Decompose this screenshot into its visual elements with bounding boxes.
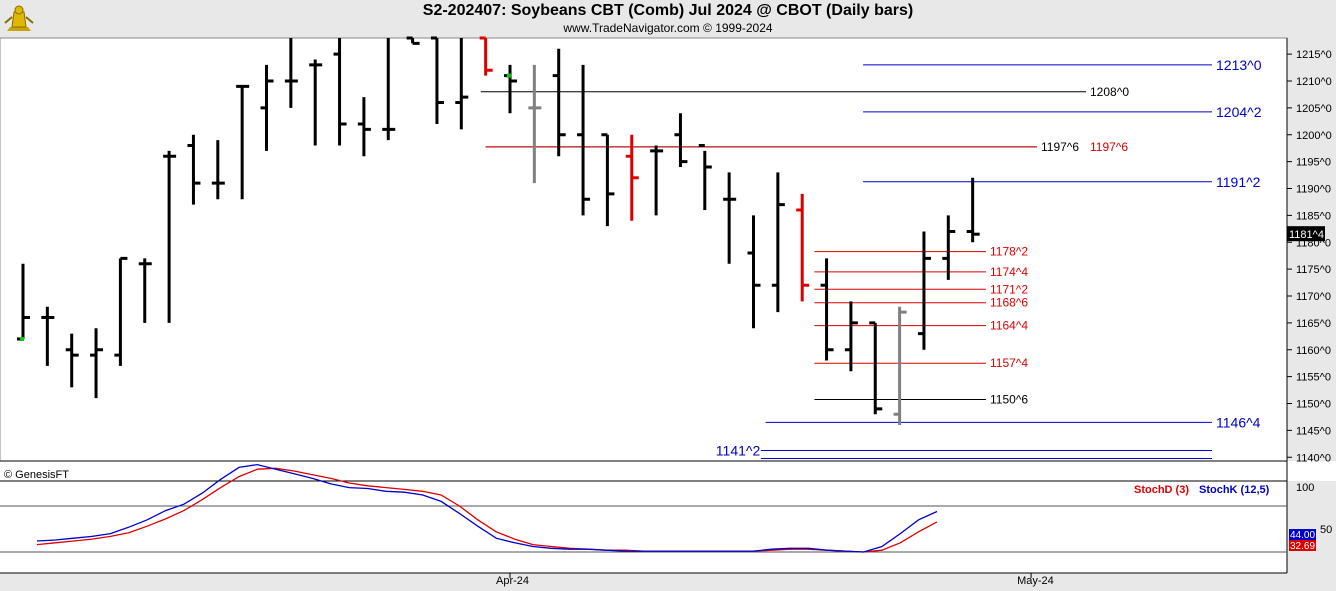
level-label: 1157^4	[990, 356, 1028, 370]
level-label: 1178^2	[990, 245, 1028, 259]
price-tick-label: 1215^0	[1296, 49, 1332, 61]
price-tick-label: 1145^0	[1296, 425, 1331, 437]
level-label: 1171^2	[990, 282, 1028, 296]
price-axis-area	[1287, 38, 1336, 461]
price-tick-label: 1150^0	[1296, 399, 1331, 411]
level-label: 1204^2	[1216, 104, 1262, 120]
price-tick-label: 1170^0	[1296, 291, 1331, 303]
panel-gap	[0, 461, 1336, 481]
stochd-value-box	[1289, 540, 1316, 551]
price-tick-label: 1155^0	[1296, 372, 1331, 384]
level-label: 1168^6	[990, 296, 1028, 310]
price-tick-label: 1185^0	[1296, 210, 1331, 222]
price-tick-label: 1140^0	[1296, 452, 1331, 464]
stoch-axis-label: 50	[1320, 524, 1332, 536]
trade-navigator-logo-icon	[4, 5, 34, 31]
level-label: 1208^0	[1090, 85, 1129, 99]
price-tick-label: 1210^0	[1296, 76, 1332, 88]
level-label: 1174^4	[990, 265, 1028, 279]
level-label: 1191^2	[1216, 174, 1261, 190]
stochd-legend: StochD (3)	[1134, 484, 1189, 496]
level-label: 1197^6	[1041, 140, 1079, 154]
price-tick-label: 1190^0	[1296, 184, 1331, 196]
level-label: 1150^6	[990, 392, 1028, 406]
price-tick-label: 1200^0	[1296, 130, 1332, 142]
bar-signal-marker	[20, 337, 24, 341]
price-tick-label: 1175^0	[1296, 264, 1331, 276]
time-axis-area	[0, 573, 1336, 591]
stochd-value-label: 32.69	[1290, 541, 1315, 552]
stoch-axis-area	[1287, 481, 1336, 573]
stochd-series-line	[36, 467, 938, 553]
stochk-series-line	[36, 463, 938, 553]
stoch-axis-label: 100	[1296, 482, 1314, 494]
bar-signal-marker	[507, 73, 511, 78]
level-label: 1141^2	[716, 443, 761, 459]
level-label: 1197^6	[1090, 140, 1128, 154]
stochk-legend: StochK (12,5)	[1199, 484, 1270, 496]
price-tick-label: 1160^0	[1296, 345, 1331, 357]
source-label: © GenesisFT	[4, 469, 69, 481]
level-label: 1213^0	[1216, 57, 1262, 73]
price-tick-label: 1205^0	[1296, 103, 1332, 115]
time-axis-label: Apr-24	[496, 575, 529, 587]
price-panel	[0, 37, 1288, 462]
chart-subtitle: www.TradeNavigator.com © 1999-2024	[563, 21, 773, 35]
chart-title: S2-202407: Soybeans CBT (Comb) Jul 2024 …	[422, 2, 914, 19]
time-axis-label: May-24	[1017, 575, 1054, 587]
level-label: 1164^4	[990, 319, 1028, 333]
last-price-box	[1287, 226, 1325, 242]
stochk-value-box	[1289, 529, 1316, 540]
stochk-value-label: 44.00	[1290, 530, 1315, 541]
last-price-label: 1181^4	[1289, 229, 1324, 241]
price-tick-label: 1165^0	[1296, 318, 1331, 330]
level-label: 1146^4	[1216, 414, 1261, 430]
price-tick-label: 1195^0	[1296, 157, 1331, 169]
chart-header	[0, 0, 1336, 38]
